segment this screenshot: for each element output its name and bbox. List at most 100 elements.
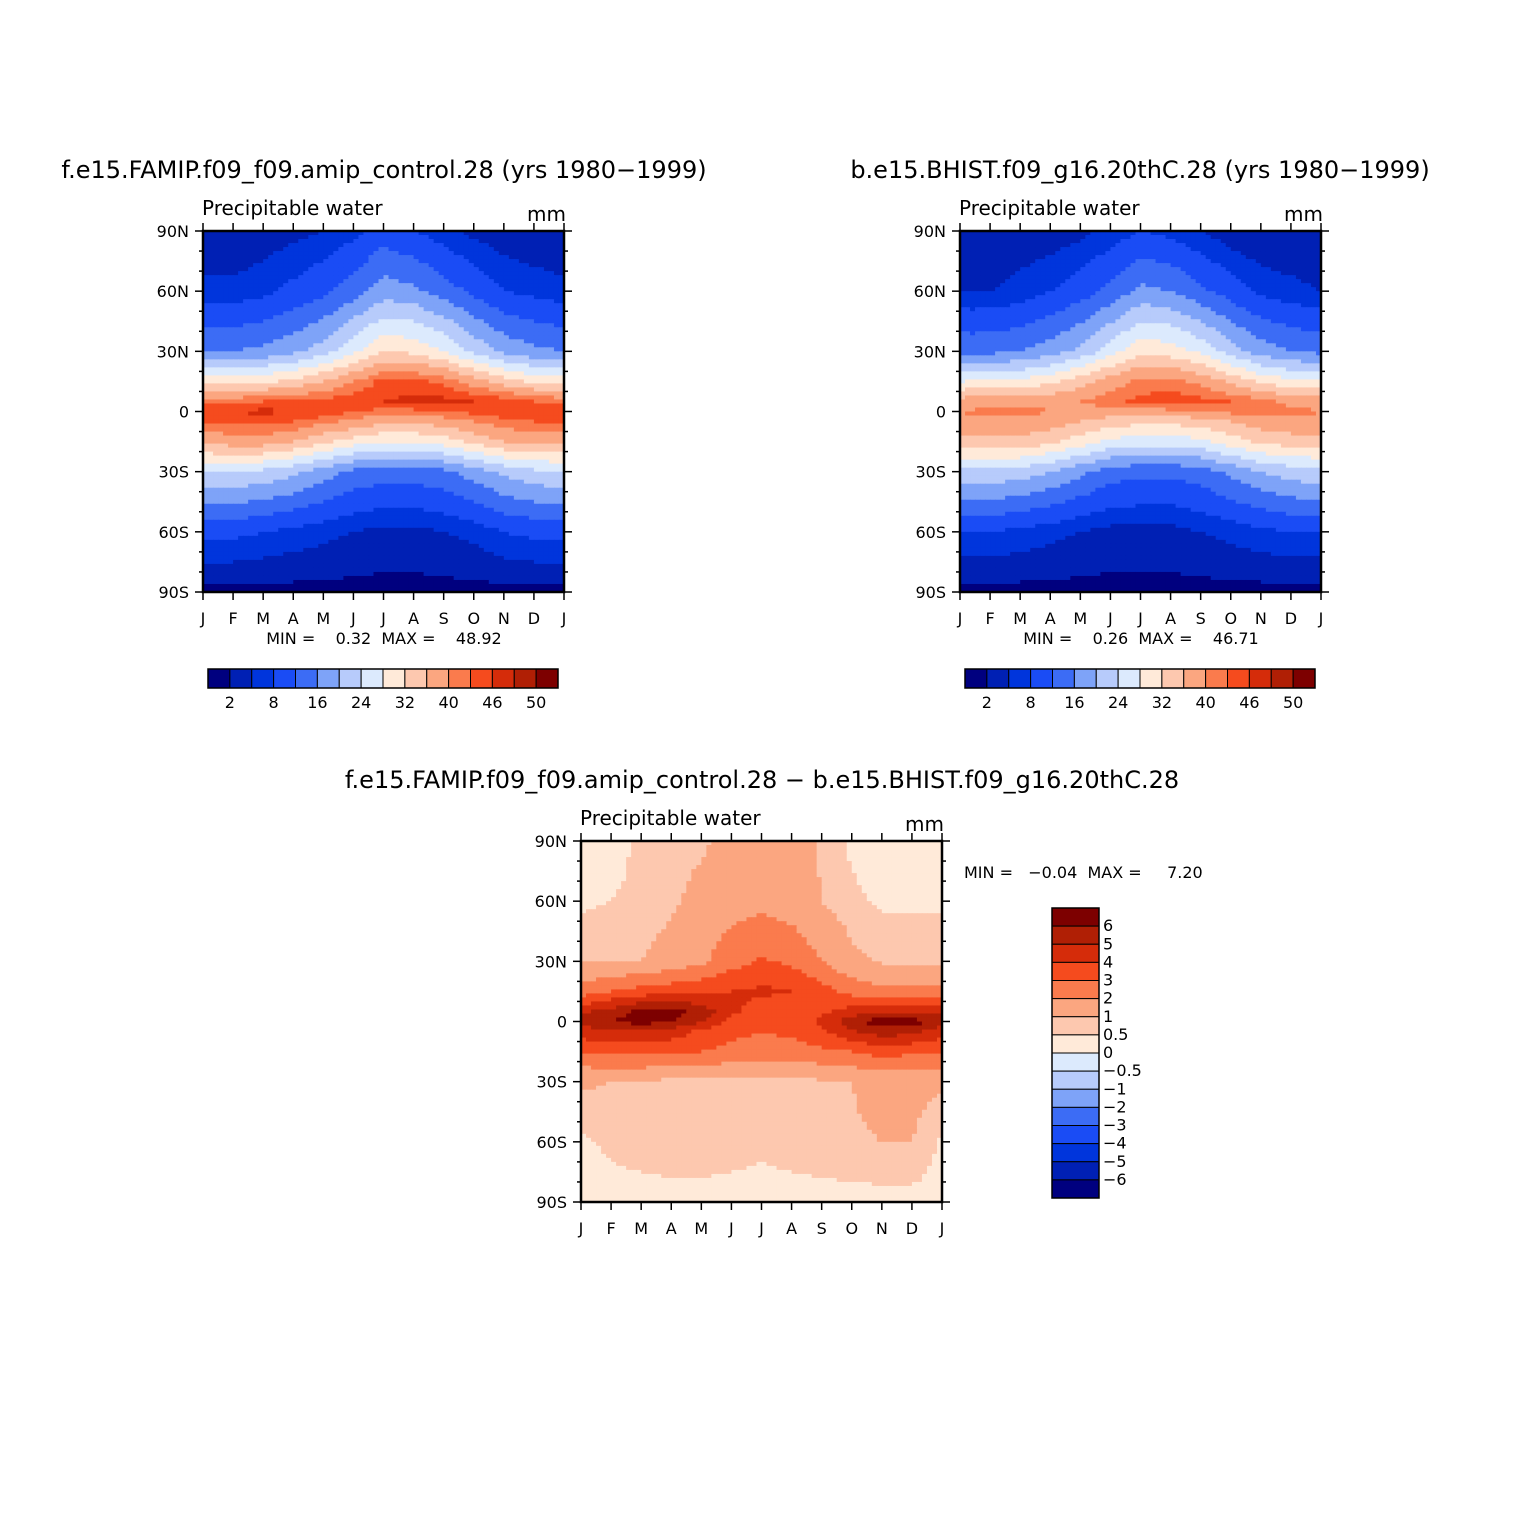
heatmap-cell bbox=[288, 428, 294, 433]
heatmap-cell bbox=[484, 448, 490, 453]
heatmap-cell bbox=[409, 468, 415, 473]
heatmap-cell bbox=[298, 335, 304, 340]
heatmap-cell bbox=[524, 375, 530, 380]
heatmap-cell bbox=[303, 335, 309, 340]
heatmap-cell bbox=[414, 383, 420, 388]
heatmap-cell bbox=[243, 359, 249, 364]
heatmap-cell bbox=[343, 387, 349, 392]
heatmap-cell bbox=[228, 468, 234, 473]
heatmap-cell bbox=[554, 428, 560, 433]
heatmap-cell bbox=[554, 500, 560, 505]
heatmap-cell bbox=[218, 271, 224, 276]
heatmap-cell bbox=[424, 375, 430, 380]
heatmap-cell bbox=[509, 315, 515, 320]
heatmap-cell bbox=[464, 299, 470, 304]
heatmap-cell bbox=[278, 484, 284, 489]
heatmap-cell bbox=[283, 359, 289, 364]
heatmap-cell bbox=[358, 472, 364, 477]
heatmap-cell bbox=[544, 387, 550, 392]
heatmap-cell bbox=[384, 399, 390, 404]
heatmap-cell bbox=[404, 251, 410, 256]
heatmap-cell bbox=[218, 267, 224, 272]
heatmap-cell bbox=[278, 303, 284, 308]
heatmap-cell bbox=[363, 335, 369, 340]
heatmap-cell bbox=[389, 359, 395, 364]
heatmap-cell bbox=[544, 359, 550, 364]
heatmap-cell bbox=[499, 484, 505, 489]
heatmap-cell bbox=[323, 428, 329, 433]
heatmap-cell bbox=[514, 387, 520, 392]
heatmap-cell bbox=[288, 247, 294, 252]
heatmap-cell bbox=[389, 351, 395, 356]
heatmap-cell bbox=[504, 407, 510, 412]
heatmap-cell bbox=[253, 383, 259, 388]
heatmap-cell bbox=[419, 395, 425, 400]
heatmap-cell bbox=[409, 331, 415, 336]
heatmap-cell bbox=[389, 363, 395, 368]
heatmap-cell bbox=[504, 247, 510, 252]
heatmap-cell bbox=[504, 480, 510, 485]
heatmap-cell bbox=[303, 391, 309, 396]
heatmap-cell bbox=[454, 367, 460, 372]
heatmap-cell bbox=[549, 403, 555, 408]
heatmap-cell bbox=[328, 460, 334, 465]
heatmap-cell bbox=[318, 412, 324, 417]
heatmap-cell bbox=[534, 355, 540, 360]
heatmap-cell bbox=[529, 359, 535, 364]
heatmap-cell bbox=[233, 452, 239, 457]
heatmap-cell bbox=[258, 279, 264, 284]
heatmap-cell bbox=[223, 412, 229, 417]
heatmap-cell bbox=[519, 395, 525, 400]
heatmap-cell bbox=[348, 387, 354, 392]
heatmap-cell bbox=[363, 480, 369, 485]
heatmap-cell bbox=[489, 383, 495, 388]
heatmap-cell bbox=[263, 416, 269, 421]
heatmap-cell bbox=[253, 283, 259, 288]
heatmap-cell bbox=[243, 291, 249, 296]
heatmap-cell bbox=[404, 359, 410, 364]
heatmap-cell bbox=[439, 403, 445, 408]
heatmap-cell bbox=[449, 383, 455, 388]
heatmap-cell bbox=[464, 476, 470, 481]
heatmap-cell bbox=[504, 444, 510, 449]
heatmap-cell bbox=[494, 387, 500, 392]
heatmap-cell bbox=[223, 424, 229, 429]
heatmap-cell bbox=[323, 391, 329, 396]
heatmap-cell bbox=[484, 271, 490, 276]
heatmap-cell bbox=[233, 351, 239, 356]
heatmap-cell bbox=[268, 291, 274, 296]
heatmap-cell bbox=[449, 247, 455, 252]
heatmap-cell bbox=[318, 295, 324, 300]
heatmap-cell bbox=[474, 335, 480, 340]
heatmap-cell bbox=[378, 315, 384, 320]
heatmap-cell bbox=[484, 399, 490, 404]
heatmap-cell bbox=[499, 420, 505, 425]
heatmap-cell bbox=[253, 387, 259, 392]
heatmap-cell bbox=[549, 480, 555, 485]
heatmap-cell bbox=[504, 283, 510, 288]
heatmap-cell bbox=[263, 444, 269, 449]
heatmap-cell bbox=[524, 424, 530, 429]
heatmap-cell bbox=[534, 327, 540, 332]
heatmap-cell bbox=[434, 387, 440, 392]
heatmap-cell bbox=[384, 436, 390, 441]
heatmap-cell bbox=[424, 295, 430, 300]
heatmap-cell bbox=[278, 480, 284, 485]
heatmap-cell bbox=[504, 504, 510, 509]
heatmap-cell bbox=[399, 263, 405, 268]
heatmap-cell bbox=[308, 452, 314, 457]
heatmap-cell bbox=[213, 496, 219, 501]
heatmap-cell bbox=[368, 436, 374, 441]
heatmap-cell bbox=[484, 371, 490, 376]
heatmap-cell bbox=[444, 351, 450, 356]
heatmap-cell bbox=[293, 496, 299, 501]
heatmap-cell bbox=[258, 259, 264, 264]
heatmap-cell bbox=[444, 291, 450, 296]
heatmap-cell bbox=[338, 379, 344, 384]
heatmap-cell bbox=[268, 247, 274, 252]
heatmap-cell bbox=[348, 255, 354, 260]
heatmap-cell bbox=[253, 371, 259, 376]
heatmap-cell bbox=[459, 303, 465, 308]
heatmap-cell bbox=[459, 295, 465, 300]
heatmap-cell bbox=[268, 492, 274, 497]
